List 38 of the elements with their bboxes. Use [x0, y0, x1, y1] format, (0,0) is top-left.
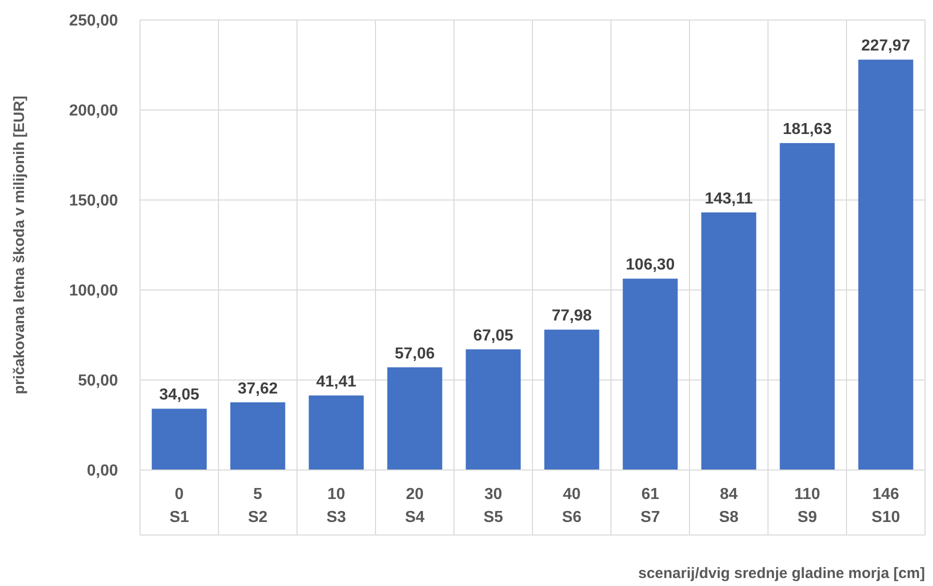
x-tick-label: 61 S7 [640, 486, 660, 526]
bar [622, 278, 678, 470]
bar [701, 212, 756, 470]
bar [308, 395, 364, 470]
data-label: 181,63 [782, 121, 832, 138]
data-label: 227,97 [861, 38, 910, 55]
x-tick-label: 110 S9 [794, 486, 820, 526]
data-label: 67,05 [473, 327, 514, 344]
y-tick-label: 150,00 [69, 192, 118, 210]
data-label: 57,06 [394, 345, 435, 362]
data-label: 77,98 [552, 308, 592, 325]
x-tick-label: 30 S5 [483, 486, 504, 526]
bar [466, 349, 521, 470]
y-tick-label: 50,00 [78, 372, 118, 390]
data-label: 34,05 [159, 386, 200, 404]
y-tick-label: 100,00 [69, 282, 118, 300]
y-axis-title: pričakovana letna škoda v milijonih [EUR] [11, 96, 28, 394]
bar [152, 408, 207, 470]
x-tick-label: 20 S4 [404, 486, 425, 526]
bar [230, 402, 286, 470]
data-label: 143,11 [704, 190, 753, 208]
data-label: 37,62 [238, 380, 278, 398]
x-tick-label: 84 S8 [718, 486, 739, 526]
x-axis-title: scenarij/dvig srednje gladine morja [cm] [638, 565, 925, 582]
bar [544, 330, 600, 470]
y-tick-label: 0,00 [86, 462, 118, 480]
x-tick-label: 40 S6 [562, 486, 582, 526]
data-label: 41,41 [316, 373, 356, 390]
x-tick-label: 5 S2 [248, 486, 268, 526]
bar [780, 143, 835, 470]
data-label: 106,30 [626, 256, 675, 274]
x-tick-label: 146 S10 [872, 486, 900, 526]
y-tick-label: 250,00 [69, 12, 118, 30]
bar [387, 367, 442, 470]
x-tick-label: 10 S3 [326, 486, 346, 526]
x-tick-label: 0 S1 [169, 486, 190, 526]
bar [858, 60, 914, 470]
y-tick-label: 200,00 [69, 102, 118, 120]
